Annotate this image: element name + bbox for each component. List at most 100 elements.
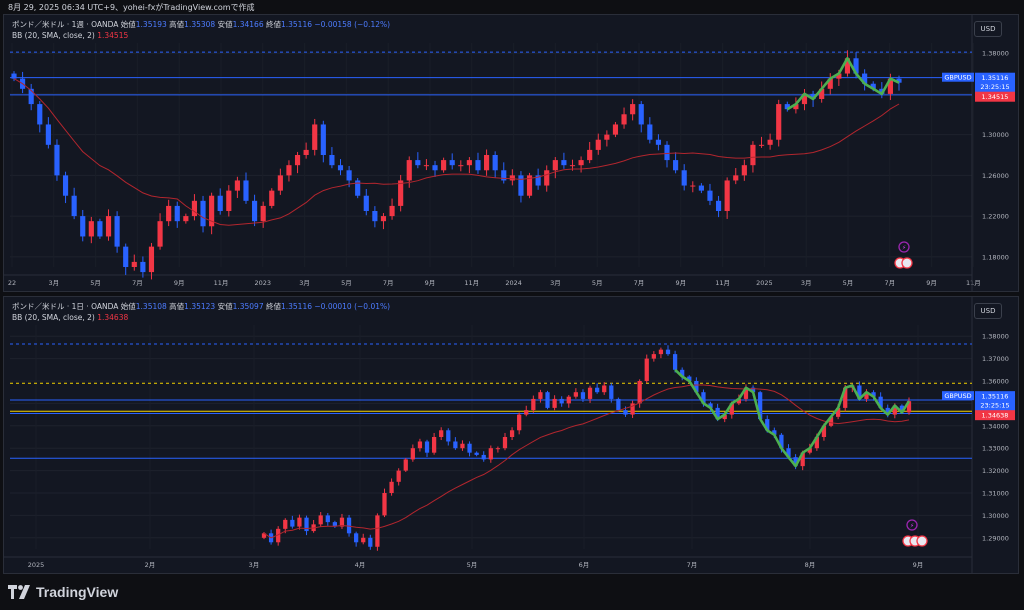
candle-body (750, 144, 756, 166)
candle-body (637, 381, 642, 404)
candle-body (466, 160, 472, 166)
candle-body (131, 261, 137, 267)
ticker-tag (942, 391, 974, 401)
time-axis-label: 7月 (884, 279, 895, 287)
candle-body (174, 205, 180, 222)
candle-body (276, 528, 281, 543)
daily-chart-panel[interactable]: ポンド／米ドル · 1日 · OANDA 始値1.35108 高値1.35123… (3, 296, 1019, 574)
bb-price-label: 1.34638 (982, 412, 1009, 420)
candle-body (406, 160, 412, 181)
candle-body (673, 160, 679, 171)
low-value: 1.34166 (232, 20, 264, 29)
candle-body (694, 381, 699, 393)
candle-body (538, 392, 543, 399)
candle-body (361, 537, 366, 543)
tradingview-wordmark: TradingView (36, 584, 119, 600)
lightning-event-icon[interactable] (898, 241, 910, 253)
tradingview-logo[interactable]: TradingView (8, 582, 118, 602)
weekly-candlestick-chart[interactable]: 1.380001.340001.300001.260001.220001.180… (4, 15, 1018, 291)
candle-body (630, 403, 635, 415)
candle-body (836, 73, 842, 79)
last-price-label: 1.35116 (982, 393, 1009, 401)
candle-body (623, 410, 628, 415)
candle-body (382, 493, 387, 516)
candle-body (758, 392, 763, 420)
lightning-event-icon[interactable] (906, 519, 918, 531)
time-axis-label: 7月 (634, 279, 645, 287)
last-price-label: 1.35116 (982, 74, 1009, 82)
time-axis-label: 3月 (550, 279, 561, 287)
candle-body (580, 392, 586, 399)
candle-body (767, 139, 773, 145)
time-axis-label: 5月 (592, 279, 603, 287)
candle-body (821, 425, 827, 437)
candle-body (320, 124, 326, 155)
symbol-label: ポンド／米ドル · 1週 · OANDA (12, 20, 119, 29)
candle-body (439, 430, 444, 437)
candle-body (566, 396, 571, 404)
candle-body (906, 401, 912, 413)
candle-body (604, 134, 610, 140)
bb-indicator-value: 1.34638 (97, 313, 129, 322)
candle-body (243, 180, 249, 201)
candle-body (595, 387, 600, 393)
price-axis-label: 1.38000 (982, 50, 1009, 58)
candle-body (853, 58, 859, 74)
daily-candlestick-chart[interactable]: 1.380001.370001.360001.350001.340001.330… (4, 297, 1018, 573)
candle-body (638, 104, 644, 125)
last-price-tag (975, 72, 1015, 93)
candle-body (396, 470, 401, 482)
candle-body (45, 124, 51, 145)
candle-body (453, 441, 458, 449)
candle-body (290, 519, 295, 527)
candle-body (209, 195, 215, 227)
candle-body (535, 175, 541, 186)
candle-body (200, 200, 206, 227)
currency-button[interactable]: USD (974, 21, 1002, 37)
candle-body (354, 533, 359, 543)
candle-body (698, 185, 704, 191)
currency-button[interactable]: USD (974, 303, 1002, 319)
time-axis-label: 9月 (926, 279, 937, 287)
candle-body (346, 517, 352, 534)
bb-indicator-label[interactable]: BB (20, SMA, close, 2) (12, 313, 95, 322)
candle-body (217, 195, 223, 211)
candle-body (736, 398, 742, 404)
time-axis-label: 11月 (214, 279, 229, 287)
candle-body (857, 385, 862, 399)
price-axis-label: 1.18000 (982, 253, 1009, 261)
time-axis-label: 11月 (966, 279, 981, 287)
bb-price-tag (975, 410, 1015, 421)
candle-body (602, 385, 607, 393)
candle-body (166, 205, 172, 222)
time-axis-label: 7月 (383, 279, 394, 287)
candle-body (37, 104, 43, 125)
candle-body (304, 517, 309, 532)
bb-indicator-label[interactable]: BB (20, SMA, close, 2) (12, 31, 95, 40)
candle-body (446, 430, 451, 442)
candle-body (105, 216, 112, 237)
us-flag-event-icon[interactable] (901, 257, 913, 269)
candle-body (277, 175, 283, 191)
candle-body (870, 83, 876, 89)
candle-body (665, 349, 671, 355)
candle-body (191, 200, 198, 217)
candle-body (559, 398, 564, 404)
weekly-chart-panel[interactable]: ポンド／米ドル · 1週 · OANDA 始値1.35193 高値1.35308… (3, 14, 1019, 292)
us-flag-event-icon[interactable] (916, 535, 928, 547)
candle-body (724, 180, 730, 211)
candle-body (587, 149, 593, 161)
candle-body (518, 175, 524, 196)
trend-drawing[interactable] (786, 57, 900, 111)
candle-body (346, 170, 352, 181)
time-axis-label: 11月 (464, 279, 479, 287)
change-value: −0.00010 (−0.01%) (314, 302, 391, 311)
candle-body (483, 155, 490, 171)
candle-body (844, 58, 851, 74)
candle-body (899, 405, 905, 413)
candle-body (578, 160, 584, 166)
candle-body (701, 392, 706, 404)
time-axis-label: 9月 (174, 279, 185, 287)
candle-body (687, 376, 692, 381)
trend-drawing[interactable] (674, 368, 911, 468)
